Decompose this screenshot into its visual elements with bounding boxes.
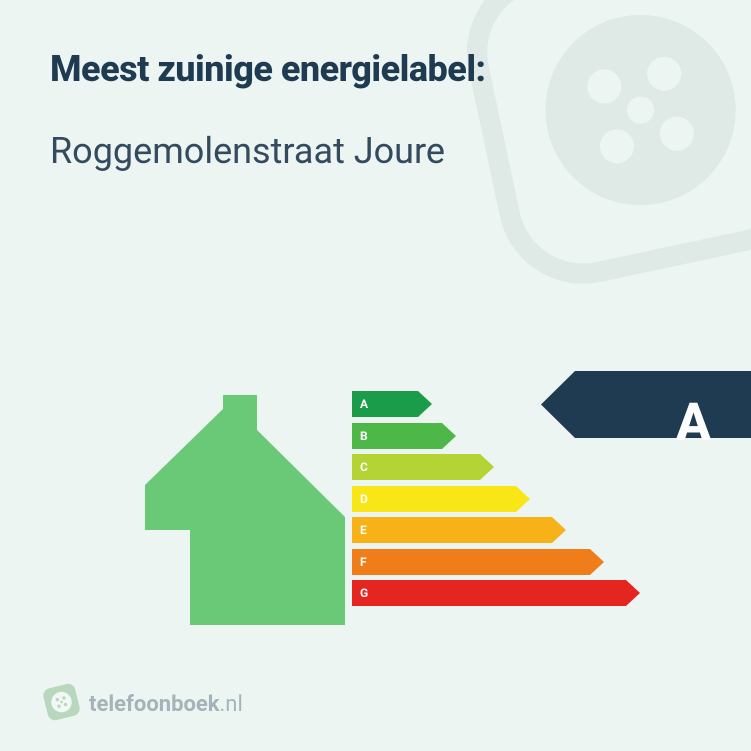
bar-shape <box>352 454 494 480</box>
footer-brand-tld: .nl <box>220 692 243 717</box>
bar-label: C <box>360 454 368 480</box>
bar-label: F <box>360 549 367 575</box>
footer-brand-name: telefoonboek <box>89 692 220 717</box>
rating-highlight-label: A <box>676 389 711 456</box>
footer-brand: telefoonboek.nl <box>89 692 243 717</box>
rating-highlight: A <box>541 371 751 438</box>
bar-label: B <box>360 423 368 449</box>
energy-card: Meest zuinige energielabel: Roggemolenst… <box>0 0 751 751</box>
bar-label: A <box>360 391 368 417</box>
footer-logo-icon <box>41 681 83 726</box>
footer: telefoonboek.nl <box>45 685 243 723</box>
watermark-icon <box>439 0 751 316</box>
bar-shape <box>352 486 530 512</box>
bar-shape <box>352 549 604 575</box>
bar-shape <box>352 517 566 543</box>
bar-label: D <box>360 486 368 512</box>
house-icon <box>145 395 350 629</box>
bar-shape <box>352 580 640 606</box>
energy-chart: ABCDEFG A <box>0 350 751 670</box>
bar-label: E <box>360 517 367 543</box>
bar-label: G <box>360 580 368 606</box>
